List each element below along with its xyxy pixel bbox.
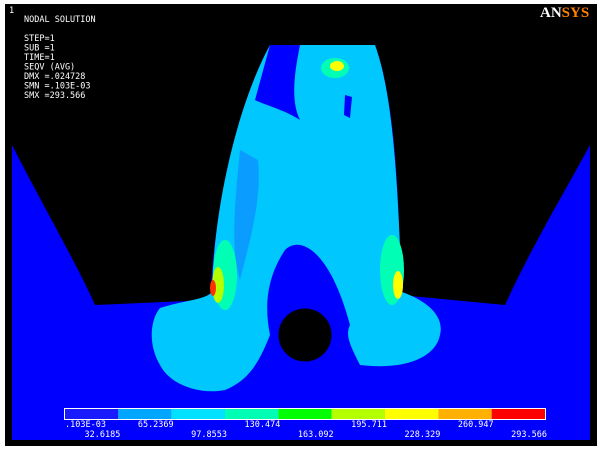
fillet-right-high xyxy=(393,271,403,299)
info-line: SMN =.103E-03 xyxy=(24,82,91,92)
legend-band xyxy=(332,409,385,419)
legend-label: 260.947 xyxy=(458,420,494,430)
logo: ANSYS xyxy=(540,5,589,21)
legend-band xyxy=(438,409,491,419)
info-line: SEQV (AVG) xyxy=(24,63,75,73)
legend-label: 293.566 xyxy=(511,430,547,440)
info-line: TIME=1 xyxy=(24,53,55,63)
legend-band xyxy=(385,409,438,419)
legend-label: .103E-03 xyxy=(65,420,106,430)
contact-high xyxy=(330,61,344,71)
screenshot: 1 NODAL SOLUTION STEP=1SUB =1TIME=1SEQV (… xyxy=(0,0,602,450)
legend-band xyxy=(172,409,225,419)
legend-band xyxy=(492,409,545,419)
legend-label: 97.8553 xyxy=(191,430,227,440)
legend-label: 130.474 xyxy=(245,420,281,430)
legend-label: 65.2369 xyxy=(138,420,174,430)
legend-band xyxy=(225,409,278,419)
legend-band xyxy=(278,409,331,419)
legend-label: 195.711 xyxy=(351,420,387,430)
info-line: SUB =1 xyxy=(24,44,55,54)
info-line: DMX =.024728 xyxy=(24,72,85,82)
ansys-plot: 1 NODAL SOLUTION STEP=1SUB =1TIME=1SEQV (… xyxy=(0,0,602,450)
legend-band xyxy=(118,409,171,419)
logo-prefix: AN xyxy=(540,5,562,21)
info-line: NODAL SOLUTION xyxy=(24,15,96,25)
legend-label: 228.329 xyxy=(405,430,441,440)
logo-suffix: SYS xyxy=(562,5,590,21)
info-line: SMX =293.566 xyxy=(24,91,85,101)
legend-label: 32.6185 xyxy=(85,430,121,440)
legend-label: 163.092 xyxy=(298,430,334,440)
info-line: STEP=1 xyxy=(24,34,55,44)
hole xyxy=(278,308,332,362)
fillet-left-max xyxy=(210,280,216,296)
window-number: 1 xyxy=(9,6,14,16)
legend-band xyxy=(65,409,118,419)
